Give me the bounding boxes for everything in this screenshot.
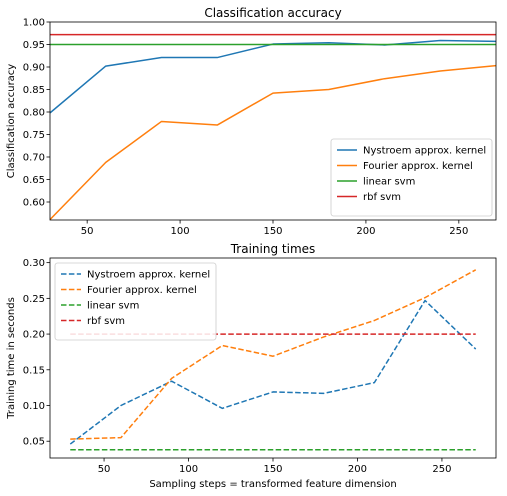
legend-label-3: linear svm [87,301,139,312]
y-tick-label: 0.15 [23,365,45,376]
chart-title: Training times [230,242,316,256]
legend-label-4: rbf svm [87,316,125,327]
x-axis-label: Sampling steps = transformed feature dim… [149,479,396,490]
y-tick-label: 1.00 [23,18,45,29]
chart-1: 50 100 150 200 250 0.60 0.65 0.70 0.75 0.80 0.85 0.… [6,6,497,237]
y-axis-label: Training time in seconds [6,297,17,420]
y-tick-label: 0.30 [23,258,45,269]
legend-label-2: Fourier approx. kernel [87,285,197,296]
legend-box [54,262,217,341]
chart-title: Classification accuracy [204,6,341,20]
y-tick-label: 0.65 [23,175,45,186]
series-line-2 [50,64,496,220]
x-tick-label: 50 [98,464,111,475]
y-tick-label: 0.10 [23,401,45,412]
legend-label-1: Nystroem approx. kernel [87,270,210,281]
y-tick-label: 0.05 [23,437,45,448]
x-tick-label: 150 [263,464,282,475]
legend-label-1: Nystroem approx. kernel [363,146,486,157]
y-tick-label: 0.25 [23,294,45,305]
legend-label-2: Fourier approx. kernel [363,161,473,172]
y-tick-label: 0.60 [23,198,45,209]
series-line-1 [50,39,496,114]
series-line-2 [70,269,477,440]
x-tick-label: 150 [263,226,282,237]
x-tick-label: 250 [432,464,451,475]
y-tick-label: 0.75 [23,130,45,141]
x-tick-label: 200 [356,226,375,237]
y-tick-label: 0.80 [23,108,45,119]
legend: Nystroem approx. kernel Fourier approx. k… [330,138,493,217]
y-tick-label: 0.20 [23,330,45,341]
series-lines [50,33,496,220]
x-tick-label: 250 [449,226,468,237]
y-tick-label: 0.95 [23,40,45,51]
y-axis-label: Classification accuracy [6,64,17,179]
chart-2: 50 100 150 200 250 0.05 0.10 0.15 0.20 0.25 0.30 Tr… [6,242,497,490]
y-tick-label: 0.85 [23,85,45,96]
x-tick-label: 100 [179,464,198,475]
y-tick-label: 0.90 [23,63,45,74]
y-tick-label: 0.70 [23,153,45,164]
series-line-1 [69,299,477,445]
legend-box [330,138,493,217]
x-tick-label: 200 [348,464,367,475]
legend-label-4: rbf svm [363,192,401,203]
legend-label-3: linear svm [363,177,415,188]
x-tick-label: 50 [81,226,94,237]
legend: Nystroem approx. kernel Fourier approx. k… [54,262,217,341]
x-tick-label: 100 [171,226,190,237]
